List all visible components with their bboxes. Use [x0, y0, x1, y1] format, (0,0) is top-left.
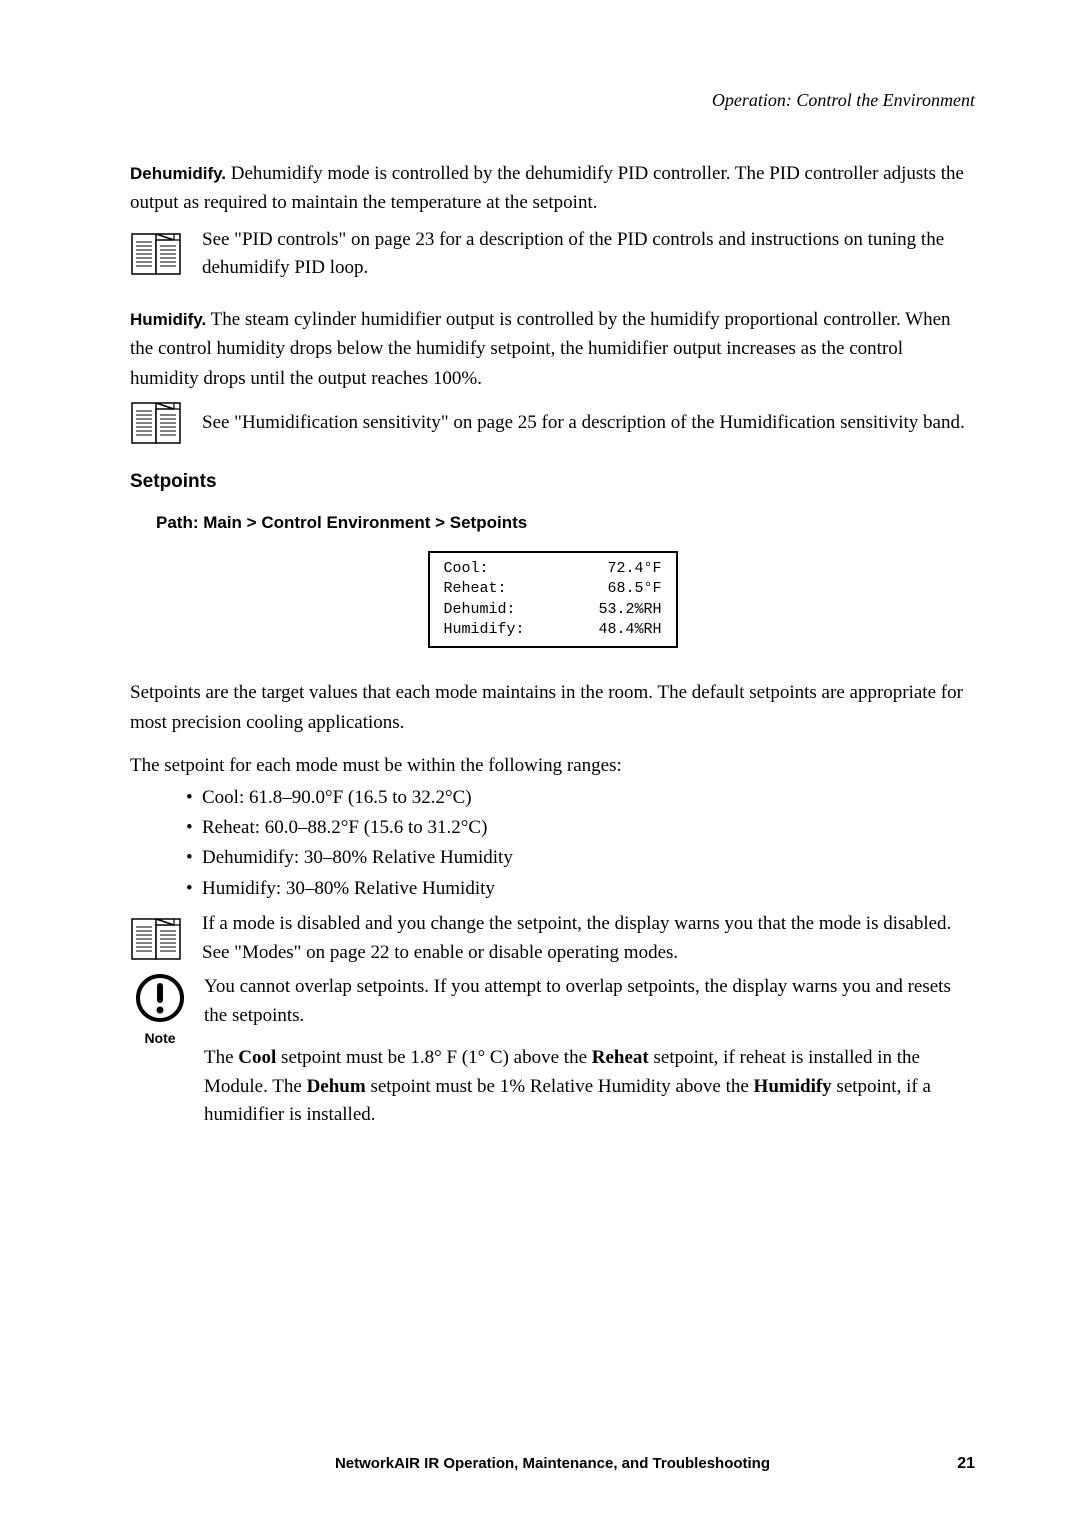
lcd-cool-value: 72.4°F [607, 559, 661, 579]
setpoints-para2: The setpoint for each mode must be withi… [130, 751, 975, 780]
setpoint-rules-text: The Cool setpoint must be 1.8° F (1° C) … [204, 1044, 975, 1130]
humidify-text: The steam cylinder humidifier output is … [130, 309, 951, 389]
page-footer: NetworkAIR IR Operation, Maintenance, an… [0, 1455, 1080, 1473]
document-icon [130, 232, 182, 276]
lcd-humid-value: 48.4%RH [598, 620, 661, 640]
footer-page-number: 21 [935, 1455, 975, 1473]
footer-title: NetworkAIR IR Operation, Maintenance, an… [170, 1455, 935, 1472]
setpoints-heading: Setpoints [130, 471, 975, 493]
dehumidify-paragraph: Dehumidify. Dehumidify mode is controlle… [130, 159, 975, 218]
overlap-warning-text: You cannot overlap setpoints. If you att… [204, 973, 975, 1030]
note-humidify: See "Humidification sensitivity" on page… [130, 401, 975, 445]
lcd-humid-label: Humidify: [444, 620, 525, 640]
lcd-dehum-value: 53.2%RH [598, 600, 661, 620]
note-disabled-mode: If a mode is disabled and you change the… [130, 910, 975, 967]
lcd-cool-label: Cool: [444, 559, 489, 579]
overlap-note: Note You cannot overlap setpoints. If yo… [130, 973, 975, 1130]
lcd-dehum-label: Dehumid: [444, 600, 516, 620]
lcd-reheat-label: Reheat: [444, 579, 507, 599]
running-header: Operation: Control the Environment [130, 90, 975, 111]
setpoints-para1: Setpoints are the target values that eac… [130, 678, 975, 737]
setpoints-path: Path: Main > Control Environment > Setpo… [156, 513, 975, 533]
document-icon [130, 917, 182, 961]
document-icon [130, 401, 182, 445]
setpoint-ranges-list: Cool: 61.8–90.0°F (16.5 to 32.2°C) Rehea… [186, 783, 975, 905]
exclamation-circle-icon [135, 973, 185, 1023]
note-label: Note [130, 1030, 190, 1046]
range-humidify: Humidify: 30–80% Relative Humidity [186, 874, 975, 904]
range-cool: Cool: 61.8–90.0°F (16.5 to 32.2°C) [186, 783, 975, 813]
note-humidify-text: See "Humidification sensitivity" on page… [202, 409, 965, 438]
note-dehumidify-text: See "PID controls" on page 23 for a desc… [202, 226, 975, 283]
lcd-display: Cool: 72.4°F Reheat: 68.5°F Dehumid: 53.2%R… [428, 551, 678, 648]
dehumidify-runin: Dehumidify. [130, 164, 226, 183]
range-reheat: Reheat: 60.0–88.2°F (15.6 to 31.2°C) [186, 813, 975, 843]
humidify-paragraph: Humidify. The steam cylinder humidifier … [130, 305, 975, 393]
range-dehumidify: Dehumidify: 30–80% Relative Humidity [186, 843, 975, 873]
lcd-reheat-value: 68.5°F [607, 579, 661, 599]
dehumidify-text: Dehumidify mode is controlled by the deh… [130, 163, 964, 213]
note-dehumidify: See "PID controls" on page 23 for a desc… [130, 226, 975, 283]
humidify-runin: Humidify. [130, 310, 206, 329]
note-disabled-mode-text: If a mode is disabled and you change the… [202, 910, 975, 967]
